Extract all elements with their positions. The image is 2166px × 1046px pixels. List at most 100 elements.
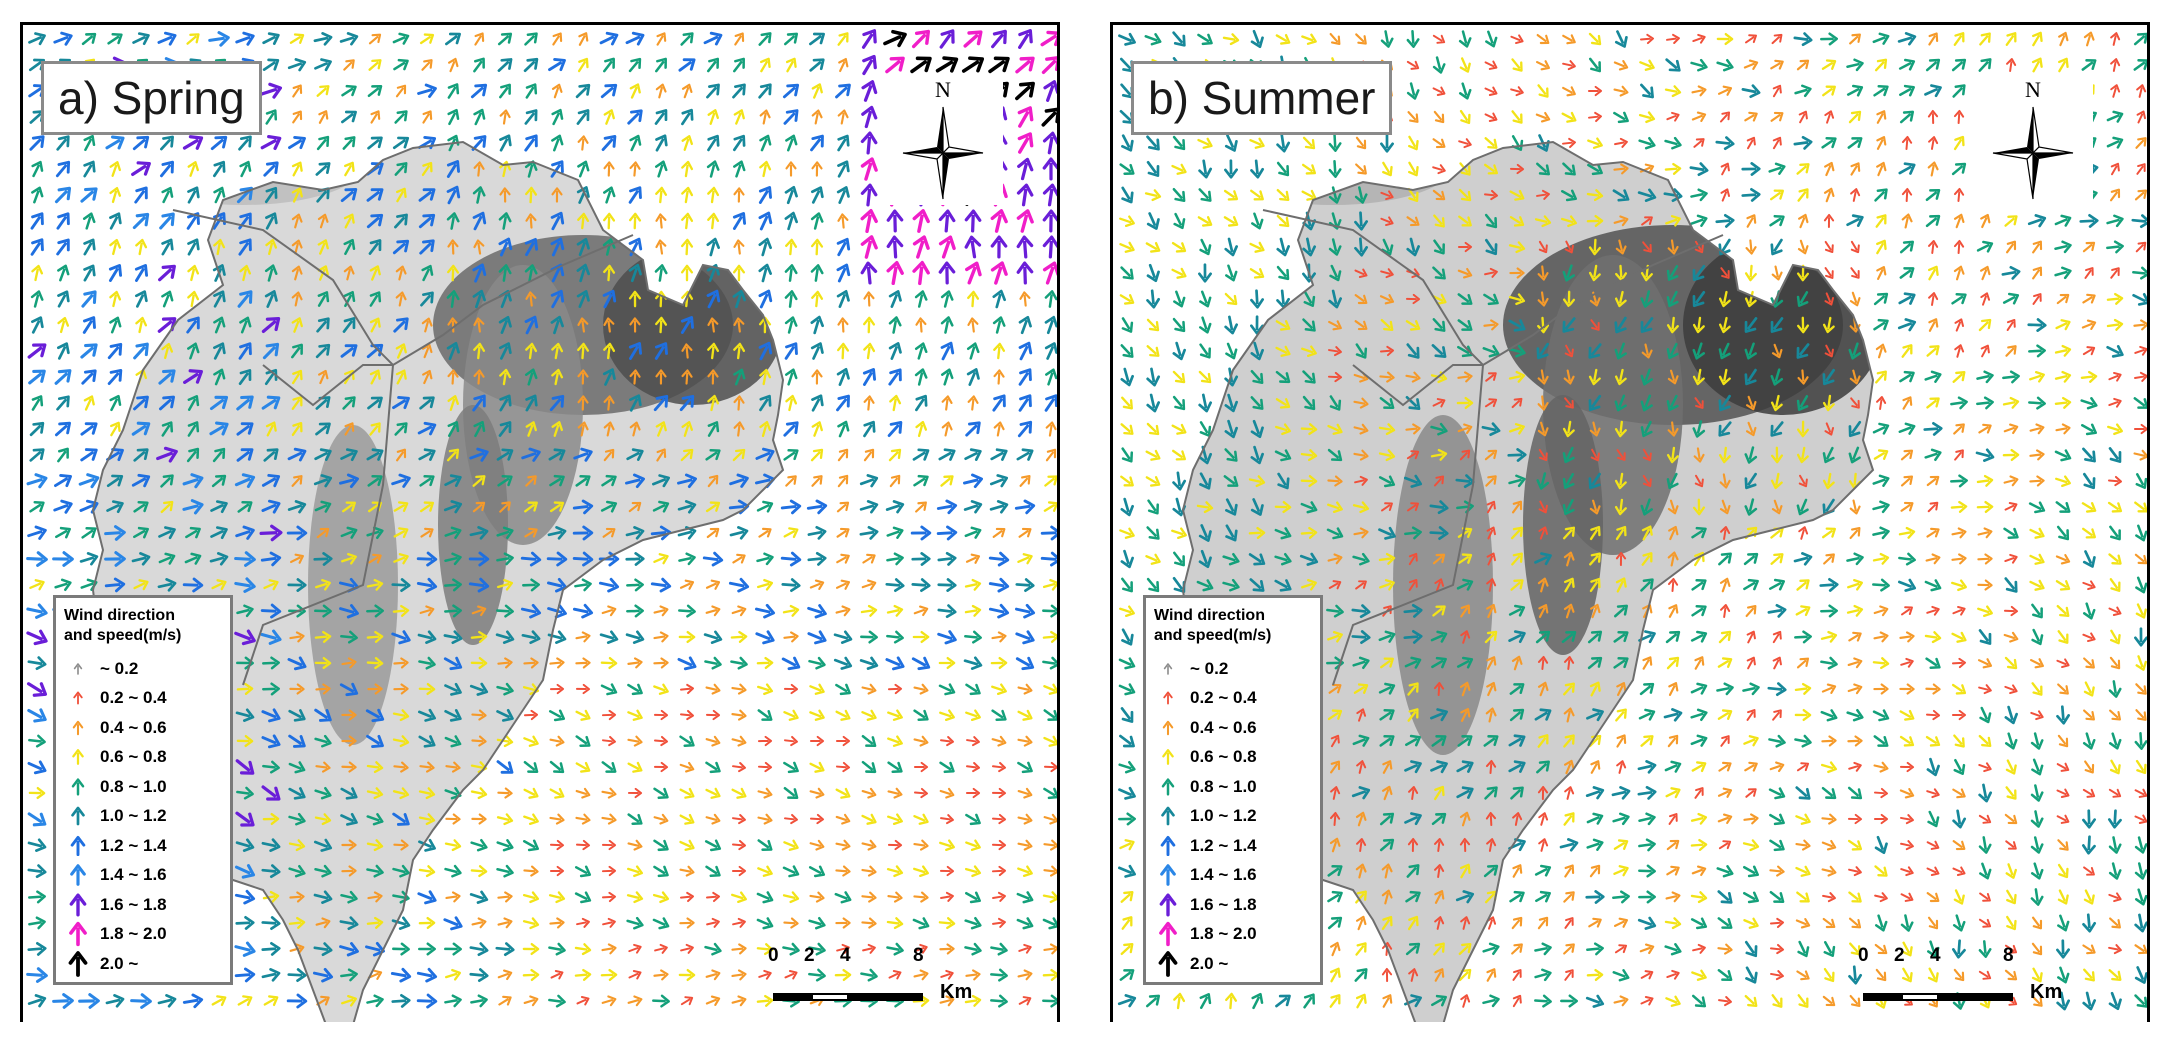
wind-arrow: [27, 760, 47, 775]
wind-arrow: [496, 604, 514, 618]
wind-arrow: [1694, 397, 1704, 409]
wind-arrow: [1900, 914, 1914, 932]
wind-arrow: [1978, 58, 1992, 72]
wind-arrow: [1899, 84, 1915, 97]
wind-arrow: [549, 865, 565, 877]
wind-arrow: [602, 917, 616, 928]
wind-arrow: [525, 83, 538, 99]
wind-arrow: [835, 709, 851, 721]
wind-arrow: [1666, 969, 1680, 980]
wind-arrow: [471, 917, 487, 929]
wind-arrow: [1769, 839, 1785, 852]
wind-arrow: [1925, 683, 1941, 695]
wind-arrow: [1665, 630, 1681, 644]
wind-arrow: [1796, 291, 1809, 307]
wind-arrow: [601, 474, 617, 487]
wind-arrow: [1403, 603, 1423, 618]
wind-arrow: [238, 238, 252, 256]
wind-arrow: [1355, 863, 1367, 879]
wind-arrow: [759, 160, 772, 178]
wind-arrow: [418, 213, 436, 229]
wind-arrow: [1847, 735, 1863, 747]
wind-arrow: [573, 447, 593, 462]
wind-arrow: [572, 525, 594, 541]
wind-arrow: [811, 290, 824, 308]
wind-arrow: [2083, 889, 2095, 905]
wind-arrow: [1796, 343, 1810, 359]
wind-arrow: [965, 683, 981, 696]
wind-arrow: [1379, 812, 1395, 826]
wind-arrow: [187, 238, 200, 256]
wind-arrow: [1512, 812, 1523, 826]
wind-arrow: [1563, 369, 1575, 385]
wind-arrow: [444, 864, 462, 878]
wind-arrow: [446, 290, 460, 308]
wind-arrow: [2082, 527, 2096, 539]
wind-arrow: [1741, 162, 1761, 176]
wind-arrow: [704, 942, 722, 956]
wind-arrow: [1355, 811, 1367, 827]
wind-arrow: [1638, 136, 1656, 150]
wind-arrow: [259, 82, 283, 99]
wind-arrow: [757, 813, 773, 825]
wind-arrow: [705, 683, 721, 695]
wind-arrow: [785, 238, 798, 256]
wind-arrow: [444, 787, 462, 800]
wind-arrow: [1017, 761, 1033, 774]
wind-arrow: [83, 238, 96, 256]
wind-arrow: [2106, 240, 2124, 254]
wind-arrow: [473, 239, 485, 255]
wind-arrow: [572, 551, 594, 567]
wind-arrow: [1457, 371, 1473, 383]
wind-arrow: [1406, 237, 1420, 257]
wind-arrow: [1666, 394, 1679, 412]
wind-arrow: [261, 916, 281, 931]
wind-arrow: [2135, 603, 2147, 619]
wind-arrow: [1538, 526, 1549, 540]
wind-arrow: [1045, 421, 1057, 437]
wind-arrow: [2056, 814, 2070, 824]
wind-arrow: [1951, 58, 1967, 72]
wind-arrow: [1171, 423, 1187, 435]
wind-arrow: [1847, 813, 1863, 825]
wind-arrow: [287, 58, 307, 72]
wind-arrow: [1329, 994, 1341, 1008]
wind-arrow: [1613, 60, 1629, 71]
wind-arrow: [31, 395, 44, 411]
wind-arrow: [2082, 835, 2096, 855]
wind-arrow: [1146, 212, 1160, 230]
wind-arrow: [291, 187, 303, 203]
wind-arrow: [1925, 553, 1941, 565]
wind-arrow: [758, 186, 772, 204]
wind-arrow: [1248, 553, 1266, 566]
wind-arrow: [1691, 604, 1707, 617]
wind-arrow: [1587, 137, 1603, 149]
wind-arrow: [785, 394, 798, 412]
wind-arrow: [83, 160, 96, 178]
wind-arrow: [1716, 865, 1734, 878]
wind-arrow: [1769, 865, 1785, 877]
wind-arrow: [2058, 31, 2069, 47]
north-arrow: N: [1973, 75, 2093, 205]
wind-arrow: [1017, 735, 1033, 747]
wind-arrow: [1954, 449, 1964, 461]
wind-arrow: [291, 213, 303, 229]
wind-arrow: [1587, 163, 1603, 176]
wind-arrow: [104, 525, 126, 541]
wind-arrow: [343, 290, 356, 308]
north-label: N: [2025, 77, 2041, 102]
wind-arrow: [472, 211, 487, 231]
wind-arrow: [1953, 734, 1965, 748]
wind-arrow: [1850, 162, 1861, 176]
wind-arrow: [314, 58, 332, 72]
wind-arrow: [991, 735, 1007, 747]
wind-arrow: [1430, 630, 1448, 643]
wind-arrow: [938, 261, 956, 285]
wind-arrow: [1589, 57, 1601, 73]
wind-arrow: [679, 579, 695, 590]
wind-arrow: [2082, 732, 2096, 750]
wind-arrow: [1873, 631, 1889, 643]
wind-arrow: [577, 395, 589, 411]
wind-arrow: [260, 134, 282, 151]
wind-arrow: [157, 994, 177, 1008]
